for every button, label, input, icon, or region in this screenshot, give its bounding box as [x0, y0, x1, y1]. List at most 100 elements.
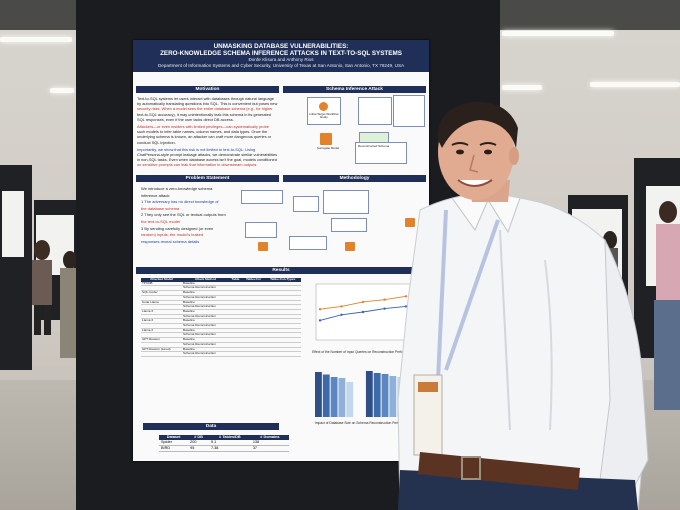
model-icon: [345, 242, 355, 251]
results-table-row: Llama 3 Baseline: [141, 318, 301, 325]
line-chart: [315, 283, 411, 341]
bar: [381, 374, 389, 417]
bar: [365, 371, 373, 417]
section-data: Data: [143, 423, 279, 430]
results-table-cell: [242, 323, 265, 329]
results-table-cell: [264, 318, 301, 325]
results-table-cell: [242, 314, 265, 320]
results-table-row: SQL-Coder Baseline: [141, 290, 301, 296]
results-table-cell: [228, 295, 243, 301]
results-table-cell: Baseline: [182, 319, 229, 325]
results-table-cell: Baseline: [182, 337, 229, 343]
line-series: [319, 295, 407, 310]
results-table-row: Schema Reconstruction: [141, 342, 301, 348]
results-table-header-cell: Table+Col: [242, 277, 265, 282]
results-table-cell: [141, 323, 183, 329]
results-table-cell: Schema Reconstruction: [182, 323, 229, 329]
results-table-cell: [242, 332, 265, 339]
results-table-cell: Llama 3: [141, 328, 183, 334]
bar: [373, 373, 381, 417]
results-table-cell: [242, 295, 265, 301]
results-table-cell: [228, 332, 243, 339]
results-table-cell: GPT Reason: [141, 337, 183, 343]
problem-line: inference attack:: [141, 192, 171, 198]
section-problem: Problem Statement: [136, 175, 279, 182]
results-table-cell: [242, 309, 265, 315]
target-icon: [319, 102, 328, 111]
ceiling-light: [590, 82, 680, 87]
results-table-cell: Schema Reconstruction: [182, 295, 229, 301]
results-table-cell: [242, 318, 265, 325]
results-table-cell: [264, 304, 301, 310]
distant-poster: [2, 191, 24, 257]
ceiling-light: [0, 37, 72, 42]
poster-title-line1: UNMASKING DATABASE VULNERABILITIES:: [213, 43, 349, 50]
results-table-row: Schema Reconstruction: [141, 295, 301, 301]
results-table-cell: [242, 351, 265, 357]
results-table-cell: [141, 351, 183, 357]
results-table-cell: [228, 300, 243, 306]
results-table-cell: Baseline: [182, 281, 229, 287]
data-table-cell: 95: [188, 445, 209, 452]
method-box: [323, 190, 369, 214]
results-table-row: Llama 3 Baseline: [141, 328, 301, 334]
model-icon: [258, 242, 268, 251]
data-table-header-cell: # DB: [188, 435, 209, 440]
results-table-cell: [264, 309, 301, 315]
results-table-cell: [264, 323, 301, 329]
problem-line: the database schema: [141, 205, 180, 211]
surrogate-icon: [320, 133, 332, 145]
results-table-cell: [242, 304, 265, 310]
results-table-cell: [242, 347, 265, 353]
section-motivation: Motivation: [136, 86, 279, 93]
results-table-cell: [242, 337, 265, 343]
results-table-cell: Llama 3: [141, 309, 183, 315]
chart-caption: Effect of the Number of Input Queries on…: [312, 350, 414, 354]
poster-header: UNMASKING DATABASE VULNERABILITIES: ZERO…: [133, 40, 429, 72]
problem-line: the text-to-SQL model: [141, 218, 180, 224]
bar: [389, 376, 397, 417]
results-table-row: Schema Reconstruction: [141, 323, 301, 329]
results-table-cell: Baseline: [182, 347, 229, 353]
diagram-label: Reconstructed Schema: [358, 144, 390, 148]
model-icon: [405, 218, 415, 227]
motivation-line: SQL responses, even if the user lacks di…: [137, 116, 234, 122]
results-table-cell: [264, 295, 301, 301]
results-table-cell: [141, 332, 183, 339]
results-table-cell: [264, 281, 301, 287]
motivation-line: in non-SQL tasks. Even when database acc…: [137, 157, 277, 163]
results-table-row: Schema Reconstruction: [141, 332, 301, 339]
line-series: [319, 305, 407, 321]
results-table-cell: [141, 285, 183, 292]
results-table-cell: [264, 290, 301, 296]
left-poster-board: [0, 165, 32, 370]
results-table-row: Schema Reconstruction: [141, 314, 301, 320]
motivation-line: conduct SQL injection.: [137, 139, 176, 145]
results-table-cell: SQL-Coder: [141, 290, 183, 296]
method-box: [289, 236, 327, 250]
motivation-line: ChatPersona-style prompt leakage attacks…: [137, 152, 278, 158]
bar: [315, 372, 322, 417]
motivation-line: security risks. When a model sees the en…: [137, 106, 273, 112]
line-point: [318, 308, 322, 311]
bar: [330, 377, 338, 417]
results-table-cell: [264, 351, 301, 357]
motivation-line: underlying schema is known, an attacker …: [137, 134, 272, 140]
results-table-cell: [242, 290, 265, 296]
results-table-cell: Schema Reconstruction: [182, 342, 229, 348]
background-people-left: [32, 240, 78, 358]
results-table-cell: [242, 281, 265, 287]
method-box: [241, 190, 283, 204]
problem-line: We introduce a zero-knowledge schema: [141, 186, 213, 191]
data-table-cell: 138: [250, 440, 289, 446]
data-table-cell: 5.1: [208, 440, 251, 446]
results-table-cell: Baseline: [182, 290, 229, 296]
results-table: Attacked Model Attack Method Table Table+Co…: [141, 277, 301, 357]
results-table-cell: [242, 328, 265, 334]
reconstructed-schema-box: Reconstructed Schema: [355, 142, 407, 164]
results-table-cell: Schema Reconstruction: [182, 314, 229, 320]
research-poster: UNMASKING DATABASE VULNERABILITIES: ZERO…: [133, 40, 429, 461]
results-table-row: GPT-Reason (tuned) Baseline: [141, 347, 301, 353]
method-box: [245, 222, 277, 238]
